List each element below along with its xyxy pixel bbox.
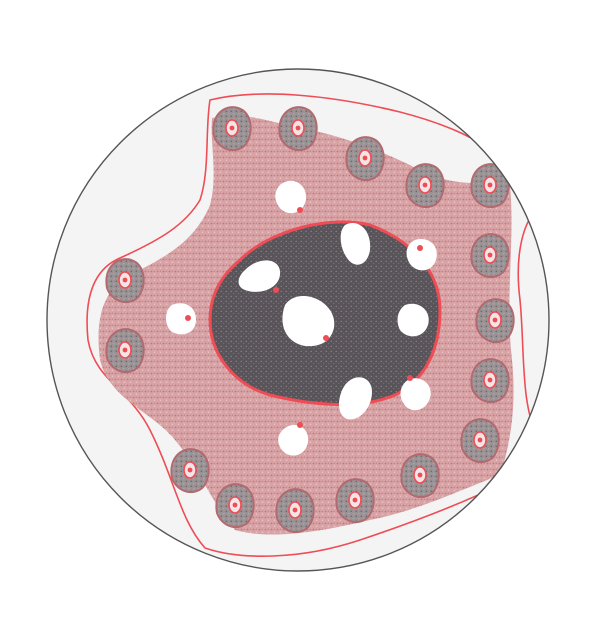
white-islands <box>166 180 437 456</box>
petal-lobe <box>105 258 145 304</box>
petal-lobe <box>215 483 255 529</box>
lobe-center-dot <box>229 125 235 131</box>
island-right <box>397 303 429 337</box>
petal-lobes <box>105 106 515 534</box>
lobe-center-dot <box>295 125 301 131</box>
lobe-center-dot <box>352 497 358 503</box>
petal-lobe <box>275 488 315 534</box>
lobe-center-dot <box>492 317 498 323</box>
red-spot <box>185 315 191 321</box>
petal-lobe <box>212 106 252 152</box>
island-tri-topright <box>406 239 437 271</box>
lobe-center-dot <box>487 252 493 258</box>
lobe-center-dot <box>422 182 428 188</box>
lobe-center-dot <box>232 502 238 508</box>
petal-lobe <box>345 136 385 182</box>
island-tri-top <box>275 180 307 214</box>
lobe-center-dot <box>122 277 128 283</box>
petal-lobe <box>105 328 145 374</box>
petal-lobe <box>278 106 318 152</box>
petal-lobe <box>405 163 445 209</box>
lobe-center-dot <box>187 467 193 473</box>
island-center <box>282 295 335 347</box>
red-spot <box>323 335 329 341</box>
petal-lobe <box>470 358 510 404</box>
lobe-center-dot <box>122 347 128 353</box>
petal-lobe <box>470 163 510 209</box>
island-tri-bottom <box>278 424 309 456</box>
island-tri-left <box>166 303 196 335</box>
red-spot <box>407 375 413 381</box>
red-spot <box>417 245 423 251</box>
red-spot <box>273 287 279 293</box>
red-spot <box>297 422 303 428</box>
right-red-contour <box>517 199 549 441</box>
outer-red-contour <box>86 93 549 557</box>
island-upper-left <box>238 260 281 292</box>
petal-lobe <box>170 448 210 494</box>
lobe-center-dot <box>487 182 493 188</box>
red-core-spots <box>185 207 423 428</box>
disk-border <box>46 68 550 572</box>
petal-lobe <box>335 478 375 524</box>
lobe-center-dot <box>362 155 368 161</box>
petal-lobe <box>470 233 510 279</box>
red-spot <box>297 207 303 213</box>
lobe-center-dot <box>477 437 483 443</box>
petal-lobe <box>400 453 440 499</box>
island-upper-right <box>340 222 371 265</box>
lobe-center-dot <box>417 472 423 478</box>
island-lower <box>338 377 372 420</box>
island-tri-bottomright <box>400 378 431 411</box>
petal-lobe <box>475 298 515 344</box>
petal-lobe <box>460 418 500 464</box>
lobe-center-dot <box>292 507 298 513</box>
lobe-center-dot <box>487 377 493 383</box>
